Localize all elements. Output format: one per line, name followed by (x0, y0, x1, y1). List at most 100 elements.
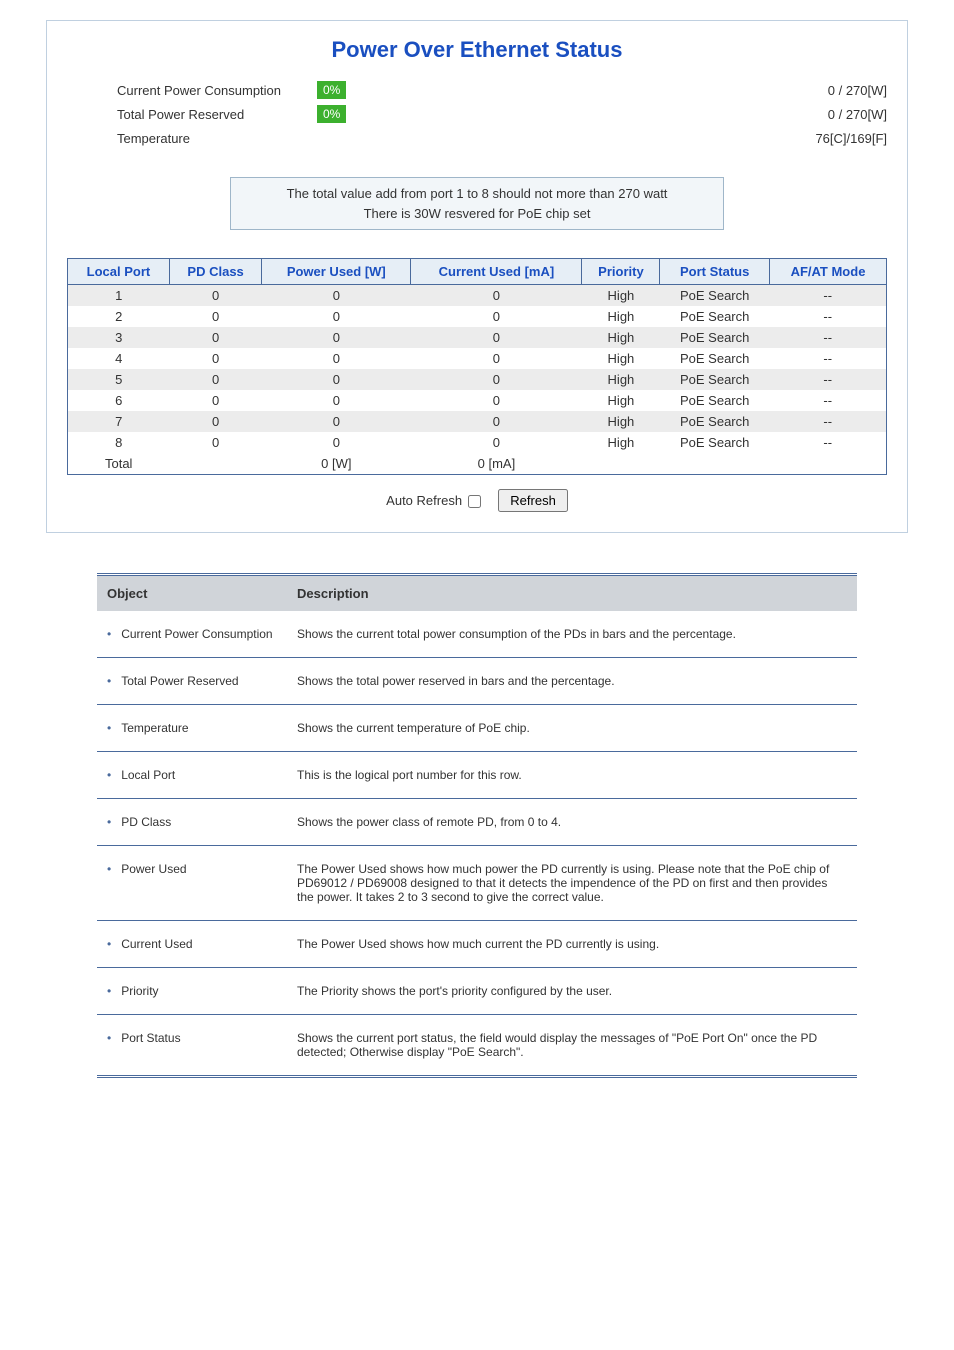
poe-status-panel: Power Over Ethernet Status Current Power… (46, 20, 908, 533)
bar-consumption-pct: 0% (317, 81, 346, 99)
description-table: Object Description Current Power Consump… (97, 573, 857, 1078)
cell-pri: High (582, 411, 660, 432)
cell-mode: -- (769, 285, 886, 307)
cell-cu: 0 (411, 306, 582, 327)
desc-object: Priority (97, 968, 287, 1015)
total-cell-3: 0 [mA] (411, 453, 582, 475)
cell-pw: 0 (262, 411, 411, 432)
cell-pri: High (582, 432, 660, 453)
cell-mode: -- (769, 306, 886, 327)
refresh-button[interactable]: Refresh (498, 489, 568, 512)
desc-row: Power UsedThe Power Used shows how much … (97, 846, 857, 921)
cell-pw: 0 (262, 369, 411, 390)
th-afat: AF/AT Mode (769, 259, 886, 285)
desc-object: Port Status (97, 1015, 287, 1077)
th-portstatus: Port Status (660, 259, 770, 285)
value-consumption: 0 / 270[W] (777, 83, 887, 98)
cell-port: 3 (68, 327, 170, 348)
cell-cu: 0 (411, 348, 582, 369)
cell-port: 4 (68, 348, 170, 369)
th-localport: Local Port (68, 259, 170, 285)
cell-st: PoE Search (660, 327, 770, 348)
total-cell-2: 0 [W] (262, 453, 411, 475)
desc-head-object: Object (97, 575, 287, 612)
desc-text: Shows the current total power consumptio… (287, 611, 857, 658)
bar-temperature (317, 129, 769, 147)
cell-cu: 0 (411, 327, 582, 348)
notice-line1: The total value add from port 1 to 8 sho… (237, 184, 717, 204)
cell-pd: 0 (169, 432, 261, 453)
cell-pd: 0 (169, 390, 261, 411)
cell-st: PoE Search (660, 390, 770, 411)
poe-table: Local Port PD Class Power Used [W] Curre… (67, 258, 887, 475)
desc-row: Current UsedThe Power Used shows how muc… (97, 921, 857, 968)
cell-port: 7 (68, 411, 170, 432)
th-priority: Priority (582, 259, 660, 285)
table-row: 4000HighPoE Search-- (68, 348, 887, 369)
desc-text: The Power Used shows how much power the … (287, 846, 857, 921)
cell-pd: 0 (169, 327, 261, 348)
th-currentused: Current Used [mA] (411, 259, 582, 285)
desc-row: Local PortThis is the logical port numbe… (97, 752, 857, 799)
desc-object: Local Port (97, 752, 287, 799)
cell-pw: 0 (262, 327, 411, 348)
desc-text: The Power Used shows how much current th… (287, 921, 857, 968)
table-row: 8000HighPoE Search-- (68, 432, 887, 453)
value-reserved: 0 / 270[W] (777, 107, 887, 122)
notice-line2: There is 30W resvered for PoE chip set (237, 204, 717, 224)
cell-cu: 0 (411, 411, 582, 432)
cell-pri: High (582, 369, 660, 390)
cell-port: 6 (68, 390, 170, 411)
cell-pw: 0 (262, 306, 411, 327)
cell-mode: -- (769, 369, 886, 390)
cell-pri: High (582, 285, 660, 307)
cell-pri: High (582, 327, 660, 348)
total-cell-1 (169, 453, 261, 475)
cell-cu: 0 (411, 285, 582, 307)
auto-refresh-label[interactable]: Auto Refresh (386, 493, 488, 508)
desc-row: PD ClassShows the power class of remote … (97, 799, 857, 846)
cell-st: PoE Search (660, 411, 770, 432)
cell-mode: -- (769, 390, 886, 411)
desc-object: Power Used (97, 846, 287, 921)
description-section: Object Description Current Power Consump… (97, 573, 857, 1078)
total-cell-6 (769, 453, 886, 475)
cell-cu: 0 (411, 369, 582, 390)
th-powerused: Power Used [W] (262, 259, 411, 285)
desc-text: Shows the current port status, the field… (287, 1015, 857, 1077)
cell-pw: 0 (262, 390, 411, 411)
cell-pd: 0 (169, 306, 261, 327)
cell-st: PoE Search (660, 369, 770, 390)
desc-row: TemperatureShows the current temperature… (97, 705, 857, 752)
cell-mode: -- (769, 432, 886, 453)
value-temperature: 76[C]/169[F] (777, 131, 887, 146)
total-cell-5 (660, 453, 770, 475)
cell-pd: 0 (169, 285, 261, 307)
notice-box: The total value add from port 1 to 8 sho… (230, 177, 724, 230)
table-row: 6000HighPoE Search-- (68, 390, 887, 411)
desc-text: Shows the power class of remote PD, from… (287, 799, 857, 846)
auto-refresh-checkbox[interactable] (468, 495, 481, 508)
cell-st: PoE Search (660, 432, 770, 453)
cell-port: 8 (68, 432, 170, 453)
cell-pw: 0 (262, 348, 411, 369)
desc-object: Current Used (97, 921, 287, 968)
table-row: 7000HighPoE Search-- (68, 411, 887, 432)
cell-pri: High (582, 348, 660, 369)
desc-text: Shows the total power reserved in bars a… (287, 658, 857, 705)
desc-head-desc: Description (287, 575, 857, 612)
row-consumption: Current Power Consumption 0% 0 / 270[W] (67, 81, 887, 99)
cell-pri: High (582, 390, 660, 411)
row-reserved: Total Power Reserved 0% 0 / 270[W] (67, 105, 887, 123)
cell-st: PoE Search (660, 285, 770, 307)
table-row: 1000HighPoE Search-- (68, 285, 887, 307)
desc-object: PD Class (97, 799, 287, 846)
desc-object: Temperature (97, 705, 287, 752)
total-cell-0: Total (68, 453, 170, 475)
desc-row: Current Power ConsumptionShows the curre… (97, 611, 857, 658)
th-pdclass: PD Class (169, 259, 261, 285)
cell-mode: -- (769, 327, 886, 348)
desc-row: Total Power ReservedShows the total powe… (97, 658, 857, 705)
bar-reserved-pct: 0% (317, 105, 346, 123)
cell-mode: -- (769, 411, 886, 432)
